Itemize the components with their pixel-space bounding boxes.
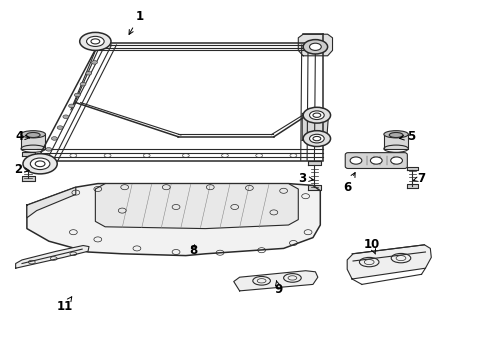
Ellipse shape (45, 148, 51, 151)
FancyBboxPatch shape (345, 153, 407, 168)
Text: 1: 1 (129, 10, 143, 35)
Polygon shape (22, 176, 35, 181)
Polygon shape (307, 185, 320, 190)
Text: 11: 11 (56, 297, 73, 313)
Polygon shape (27, 187, 76, 218)
Ellipse shape (303, 131, 330, 147)
Polygon shape (298, 34, 332, 56)
Polygon shape (302, 113, 328, 140)
Ellipse shape (74, 93, 80, 97)
Ellipse shape (370, 157, 382, 164)
Text: 4: 4 (16, 130, 30, 143)
Polygon shape (21, 134, 45, 149)
Ellipse shape (349, 157, 361, 164)
Ellipse shape (57, 126, 63, 129)
Polygon shape (406, 184, 417, 188)
Polygon shape (22, 152, 35, 156)
Ellipse shape (23, 154, 57, 174)
Text: 5: 5 (399, 130, 414, 143)
Ellipse shape (63, 115, 69, 118)
Polygon shape (383, 134, 407, 149)
Ellipse shape (30, 158, 50, 170)
Ellipse shape (309, 134, 324, 143)
Text: 3: 3 (298, 172, 313, 185)
Ellipse shape (80, 82, 86, 86)
Polygon shape (95, 184, 298, 229)
Ellipse shape (68, 104, 74, 108)
Ellipse shape (91, 60, 97, 64)
Polygon shape (307, 161, 320, 165)
Ellipse shape (86, 71, 92, 75)
Ellipse shape (383, 131, 407, 138)
Ellipse shape (388, 132, 402, 138)
Polygon shape (233, 271, 317, 291)
Polygon shape (27, 184, 320, 256)
Ellipse shape (80, 32, 111, 50)
Ellipse shape (21, 131, 45, 138)
Text: 2: 2 (15, 163, 29, 176)
Polygon shape (406, 167, 417, 170)
Text: 6: 6 (343, 172, 354, 194)
Ellipse shape (303, 40, 327, 54)
Ellipse shape (26, 132, 40, 138)
Polygon shape (16, 246, 89, 268)
Ellipse shape (303, 107, 330, 123)
Text: 9: 9 (274, 280, 282, 296)
Text: 10: 10 (363, 238, 379, 254)
Polygon shape (346, 245, 430, 279)
Ellipse shape (51, 137, 57, 140)
Ellipse shape (309, 43, 321, 50)
Ellipse shape (86, 36, 104, 46)
Ellipse shape (390, 157, 402, 164)
Text: 7: 7 (412, 172, 425, 185)
Ellipse shape (309, 111, 324, 120)
Text: 8: 8 (189, 244, 197, 257)
